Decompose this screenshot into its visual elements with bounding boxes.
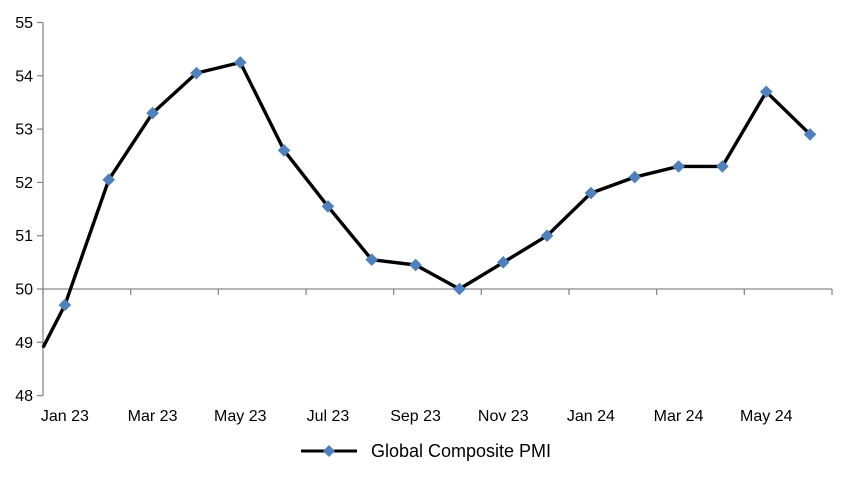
y-tick-label: 54 [15,68,33,85]
data-point-marker [365,253,379,266]
x-tick-label: Sep 23 [390,408,441,425]
data-point-marker [540,229,554,243]
x-tick-label: May 23 [214,408,267,425]
x-tick-label: Jul 23 [307,408,350,425]
data-point-marker [496,256,510,269]
y-tick-label: 53 [15,122,33,139]
data-point-marker [759,85,773,99]
data-point-marker [409,258,422,272]
legend-label: Global Composite PMI [370,440,552,461]
y-tick-label: 52 [15,175,33,192]
data-point-marker [584,186,598,200]
data-point-marker [102,173,116,187]
x-tick-label: Jan 24 [567,408,615,425]
legend-diamond-icon [322,445,335,457]
data-point-marker [716,160,729,173]
data-point-marker [321,200,335,213]
data-point-marker [277,144,291,157]
y-tick-label: 51 [15,228,33,245]
data-point-marker [190,66,203,80]
y-tick-label: 49 [15,335,33,352]
data-point-marker [628,170,642,184]
data-point-marker [453,282,466,296]
y-tick-label: 50 [15,282,33,299]
x-tick-label: May 24 [740,408,793,425]
series-line [41,60,812,349]
y-tick-label: 55 [15,15,33,32]
data-point-marker [672,160,685,173]
y-tick-label: 48 [15,388,33,405]
x-tick-label: Jan 23 [41,408,89,425]
x-tick-label: Mar 23 [128,408,178,425]
data-point-marker [146,106,159,120]
data-point-marker [803,128,817,141]
x-tick-label: Nov 23 [478,408,529,425]
legend-line-marker-icon [300,445,357,457]
data-point-marker [233,56,247,69]
data-point-marker [58,298,72,312]
legend: Global Composite PMI [0,437,852,465]
x-tick-label: Mar 24 [654,408,704,425]
